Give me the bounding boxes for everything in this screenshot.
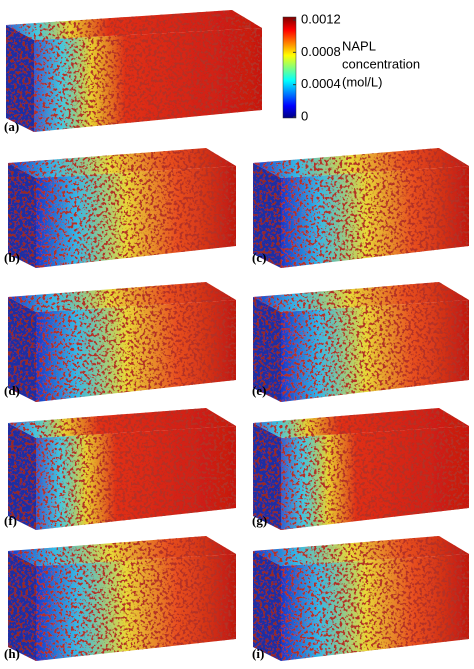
colorbar-label: concentration xyxy=(342,56,420,71)
volume-shade xyxy=(253,423,281,530)
volume-face xyxy=(253,163,281,268)
volume-panel xyxy=(8,408,236,530)
volume-face xyxy=(8,163,36,268)
panel-label: (i) xyxy=(252,646,264,661)
volume-face xyxy=(253,408,469,438)
volume-panel xyxy=(8,536,236,661)
volume-face xyxy=(281,554,469,661)
volume-face xyxy=(6,10,262,40)
volume-face xyxy=(253,148,469,178)
volume-face xyxy=(281,300,469,402)
volume-face xyxy=(281,166,469,268)
volume-face xyxy=(36,554,236,661)
volume-face xyxy=(36,166,236,268)
volume-face xyxy=(36,300,236,402)
volume-panel xyxy=(8,148,236,268)
volume-panel xyxy=(253,536,469,661)
colorbar-label: (mol/L) xyxy=(342,74,382,89)
panel-label: (b) xyxy=(4,250,20,265)
volume-face xyxy=(253,551,281,661)
volume-face xyxy=(281,426,469,530)
volume-face xyxy=(34,28,262,132)
volume-face xyxy=(8,148,236,178)
colorbar-label: NAPL xyxy=(342,38,376,53)
volume-face xyxy=(8,423,36,530)
panel-label: (f) xyxy=(4,513,17,528)
volume-face xyxy=(253,536,469,566)
volume-shade xyxy=(8,551,36,661)
volume-shade xyxy=(253,551,281,661)
volume-shade xyxy=(6,25,34,132)
panel-label: (e) xyxy=(252,383,266,398)
volume-face xyxy=(8,408,236,438)
volume-panel xyxy=(253,408,469,530)
volume-shade xyxy=(253,163,281,268)
volume-panel xyxy=(253,148,469,268)
panel-label: (h) xyxy=(4,646,20,661)
volume-shade xyxy=(8,297,36,402)
colorbar-tick-label: 0.0012 xyxy=(301,11,341,26)
panel-label: (c) xyxy=(252,250,266,265)
colorbar-tick-label: 0.0008 xyxy=(301,44,341,59)
volume-face xyxy=(36,426,236,530)
volume-face xyxy=(8,551,36,661)
volume-panel xyxy=(6,10,262,132)
panel-label: (d) xyxy=(4,383,20,398)
volume-shade xyxy=(253,297,281,402)
volume-face xyxy=(8,297,36,402)
volume-face xyxy=(8,282,236,312)
volume-face xyxy=(253,297,281,402)
colorbar-tick-label: 0.0004 xyxy=(301,76,341,91)
volume-panel xyxy=(8,282,236,402)
volume-face xyxy=(253,282,469,312)
volume-face xyxy=(253,423,281,530)
colorbar xyxy=(282,16,297,119)
volume-panel xyxy=(253,282,469,402)
panel-label: (a) xyxy=(4,119,19,134)
volume-shade xyxy=(8,423,36,530)
volume-face xyxy=(8,536,236,566)
colorbar-tick-label: 0 xyxy=(301,108,308,123)
panel-label: (g) xyxy=(252,513,267,528)
volume-face xyxy=(6,25,34,132)
volume-shade xyxy=(8,163,36,268)
